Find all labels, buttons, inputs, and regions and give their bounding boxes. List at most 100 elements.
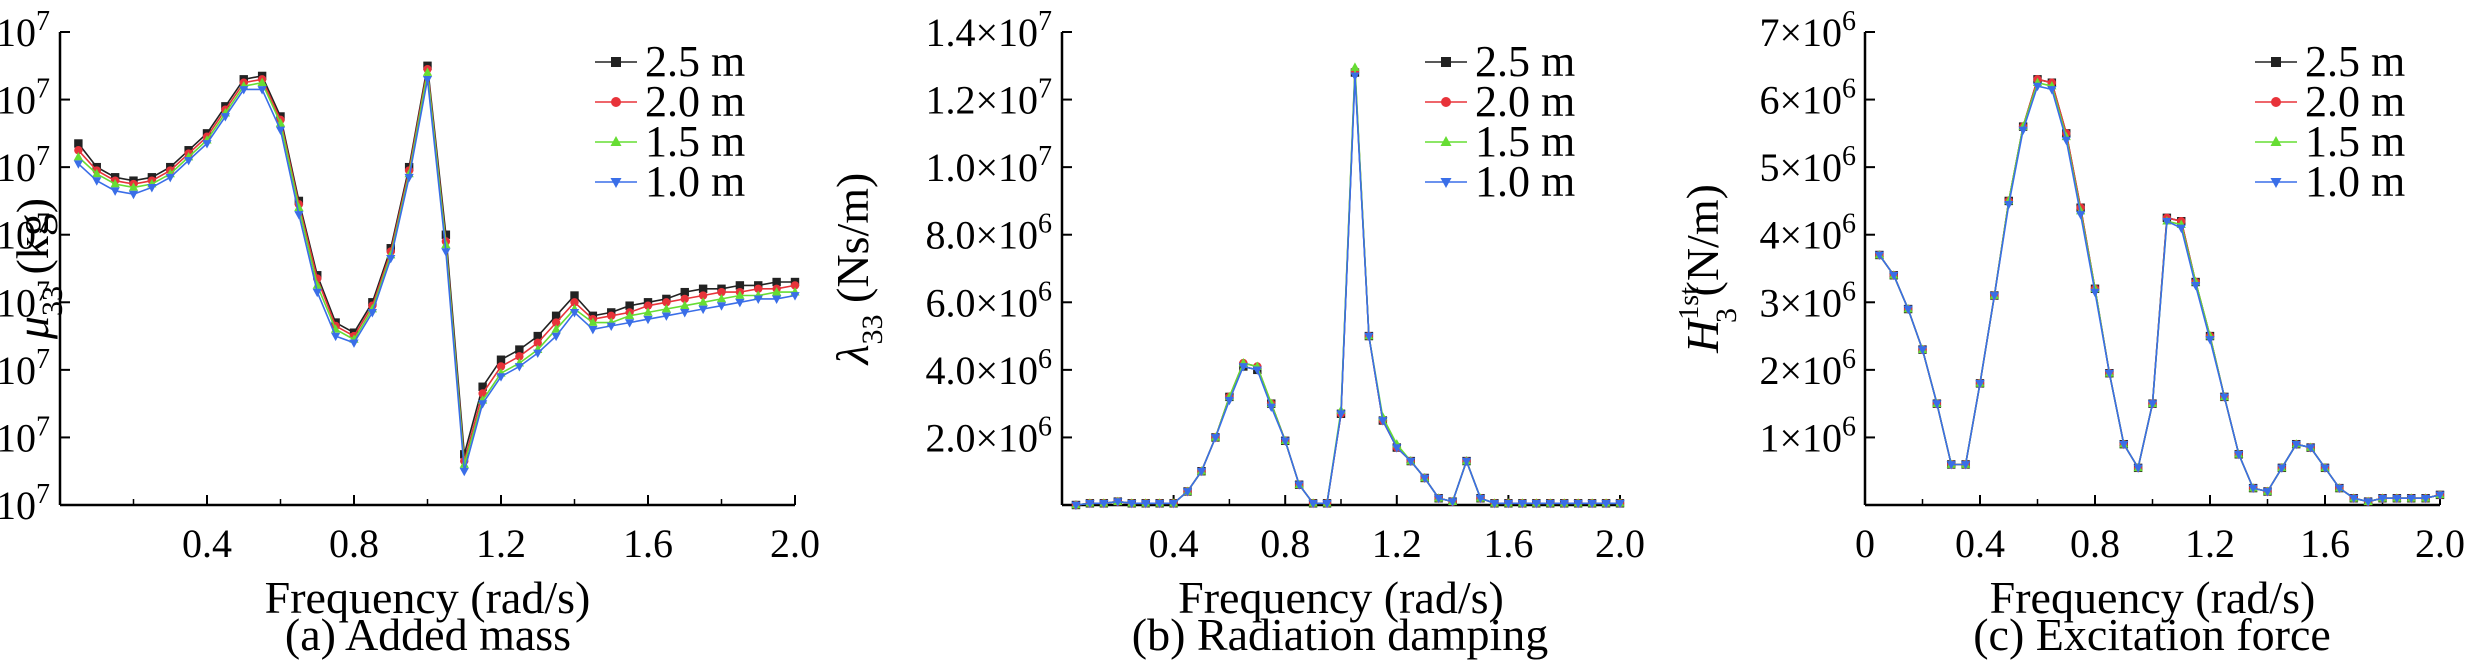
data-point bbox=[1085, 499, 1095, 509]
y-tick-label: 3.2×107 bbox=[0, 209, 50, 258]
x-tick-label: 0.4 bbox=[1955, 521, 2005, 566]
data-point bbox=[2234, 450, 2244, 460]
legend-label: 1.0 m bbox=[645, 157, 745, 206]
data-point bbox=[680, 294, 689, 304]
data-point bbox=[643, 301, 653, 310]
data-point bbox=[2205, 336, 2215, 345]
data-point bbox=[662, 298, 671, 307]
data-point bbox=[1210, 434, 1221, 443]
legend-label: 1.0 m bbox=[2305, 157, 2405, 206]
y-tick-label: 2.0×106 bbox=[925, 411, 1052, 460]
data-point bbox=[551, 324, 561, 333]
data-point bbox=[478, 400, 488, 409]
data-point bbox=[680, 309, 690, 318]
y-tick-label: 3.6×107 bbox=[0, 74, 50, 123]
data-point bbox=[2377, 494, 2388, 504]
legend-marker bbox=[1440, 178, 1452, 188]
y-tick-label: 6×106 bbox=[1759, 74, 1856, 123]
data-point bbox=[1182, 488, 1193, 497]
data-point bbox=[1601, 499, 1611, 509]
data-point bbox=[698, 297, 708, 306]
data-point bbox=[2191, 282, 2201, 291]
legend-marker bbox=[610, 136, 622, 146]
legend-label: 1.5 m bbox=[2305, 117, 2405, 166]
data-point bbox=[74, 146, 83, 155]
data-point bbox=[606, 322, 616, 331]
data-point bbox=[92, 177, 102, 186]
data-point bbox=[533, 349, 543, 359]
data-point bbox=[1559, 499, 1569, 509]
data-point bbox=[570, 298, 579, 307]
x-tick-label: 1.2 bbox=[476, 521, 526, 566]
data-point bbox=[496, 362, 506, 371]
y-axis-title: λ33 (Ns/m) bbox=[827, 173, 889, 367]
legend-marker bbox=[1441, 57, 1451, 67]
data-point bbox=[1615, 499, 1625, 509]
data-point bbox=[570, 291, 579, 300]
legend-label: 2.0 m bbox=[2305, 77, 2405, 126]
panel-caption: (c) Excitation force bbox=[1973, 609, 2331, 660]
data-point bbox=[1168, 499, 1179, 509]
data-point bbox=[1447, 498, 1458, 507]
data-point bbox=[257, 86, 267, 95]
data-point bbox=[1280, 437, 1290, 446]
data-point bbox=[1932, 400, 1942, 409]
data-point bbox=[2334, 484, 2344, 494]
data-point bbox=[607, 311, 616, 320]
data-point bbox=[551, 311, 561, 320]
series-line bbox=[77, 79, 796, 472]
data-point bbox=[1127, 499, 1137, 509]
data-point bbox=[1989, 292, 1999, 301]
legend-marker bbox=[2270, 178, 2282, 188]
data-point bbox=[1573, 499, 1583, 509]
data-point bbox=[2435, 491, 2445, 500]
data-point bbox=[404, 173, 414, 183]
data-point bbox=[2406, 494, 2416, 504]
x-tick-label: 1.6 bbox=[1483, 521, 1533, 566]
data-point bbox=[184, 157, 194, 166]
data-point bbox=[220, 113, 230, 122]
legend-marker bbox=[1440, 136, 1452, 146]
legend: 2.5 m2.0 m1.5 m1.0 m bbox=[595, 37, 745, 206]
legend-marker bbox=[611, 97, 621, 107]
data-point bbox=[2277, 464, 2287, 473]
data-point bbox=[680, 300, 690, 310]
data-point bbox=[478, 382, 487, 391]
data-point bbox=[735, 298, 745, 308]
data-point bbox=[1420, 474, 1430, 484]
y-tick-label: 2.4×107 bbox=[0, 479, 50, 528]
data-point bbox=[496, 355, 506, 364]
data-point bbox=[349, 339, 359, 348]
legend-label: 2.5 m bbox=[1475, 37, 1575, 86]
data-point bbox=[735, 281, 745, 290]
data-point bbox=[1503, 499, 1514, 509]
data-point bbox=[2219, 393, 2229, 402]
y-tick-label: 3.8×107 bbox=[0, 6, 50, 55]
y-tick-label: 3×106 bbox=[1759, 276, 1856, 325]
y-tick-label: 2×106 bbox=[1759, 344, 1856, 393]
data-point bbox=[790, 292, 800, 301]
x-axis-title: Frequency (rad/s) bbox=[1990, 572, 2316, 623]
data-point bbox=[367, 309, 377, 318]
data-point bbox=[110, 187, 120, 196]
data-point bbox=[1308, 499, 1318, 509]
x-tick-label: 2.0 bbox=[770, 521, 820, 566]
x-tick-label: 0.4 bbox=[182, 521, 232, 566]
data-point bbox=[1517, 499, 1527, 509]
x-tick-label: 1.6 bbox=[623, 521, 673, 566]
data-point bbox=[459, 467, 469, 477]
data-point bbox=[1071, 501, 1081, 511]
series-line bbox=[1878, 85, 2441, 503]
data-point bbox=[1531, 499, 1541, 509]
data-point bbox=[1113, 498, 1123, 507]
y-tick-label: 7×106 bbox=[1759, 6, 1856, 55]
panel-caption: (b) Radiation damping bbox=[1132, 609, 1548, 660]
x-tick-label: 2.0 bbox=[1595, 521, 1645, 566]
y-tick-label: 3.4×107 bbox=[0, 141, 50, 190]
data-point bbox=[588, 325, 598, 335]
y-tick-label: 4×106 bbox=[1759, 209, 1856, 258]
data-point bbox=[772, 295, 782, 304]
data-point bbox=[2291, 440, 2301, 450]
data-point bbox=[2119, 440, 2129, 450]
data-point bbox=[661, 312, 671, 321]
